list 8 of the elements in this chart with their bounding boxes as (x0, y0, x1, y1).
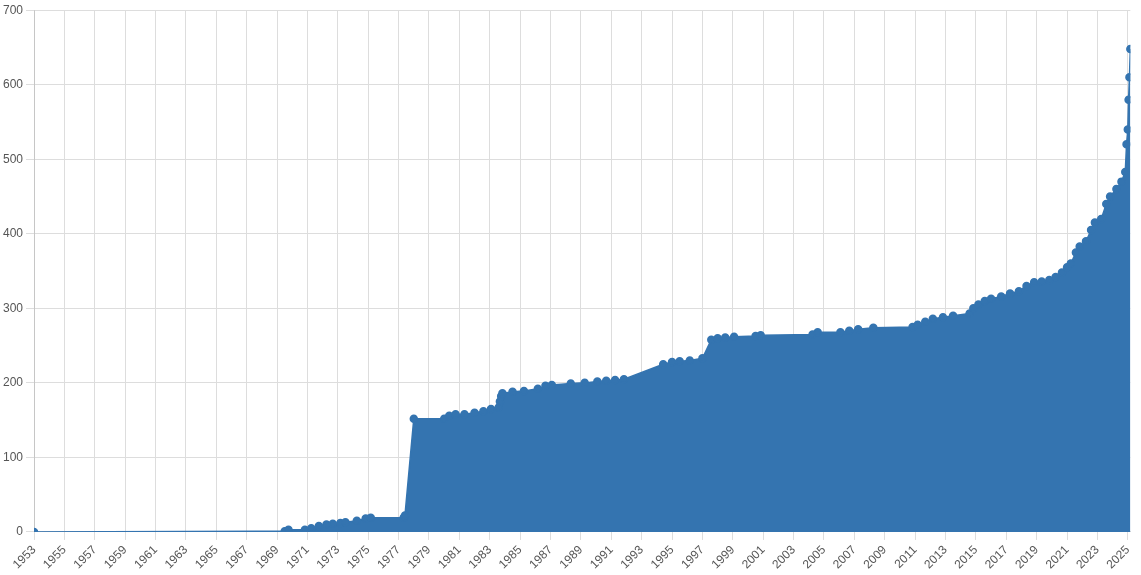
y-tick-label: 400 (2, 226, 24, 241)
y-tick-label: 200 (2, 375, 24, 390)
y-tick-label: 0 (16, 524, 24, 539)
y-tick-label: 700 (2, 2, 24, 17)
y-tick-label: 300 (2, 300, 24, 315)
y-tick-label: 100 (2, 449, 24, 464)
y-tick-label: 600 (2, 77, 24, 92)
y-tick-label: 500 (2, 151, 24, 166)
